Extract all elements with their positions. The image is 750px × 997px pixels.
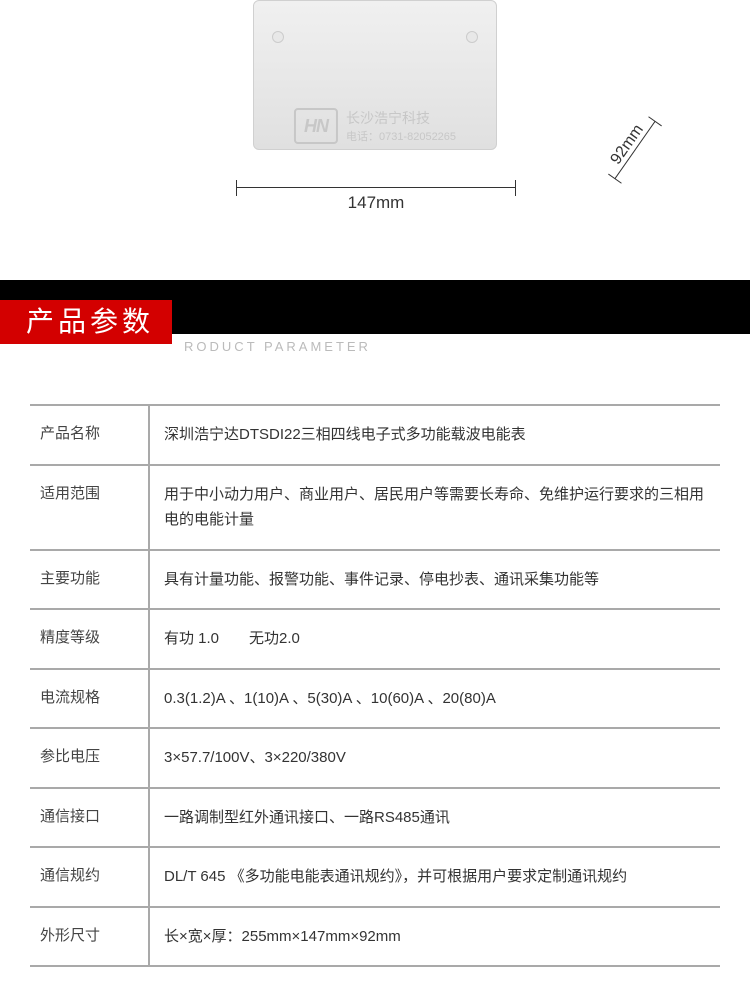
spec-label: 外形尺寸 <box>30 908 150 966</box>
spec-value: 用于中小动力用户、商业用户、居民用户等需要长寿命、免维护运行要求的三相用电的电能… <box>150 466 720 549</box>
table-row: 通信规约 DL/T 645 《多功能电能表通讯规约》，并可根据用户要求定制通讯规… <box>30 848 720 908</box>
product-dimension-panel: HN 长沙浩宁科技 电话：0731-82052265 147mm 92mm <box>0 0 750 250</box>
watermark: HN 长沙浩宁科技 电话：0731-82052265 <box>294 108 456 144</box>
spec-label: 主要功能 <box>30 551 150 609</box>
dimension-width-label: 147mm <box>236 193 516 213</box>
header-title-part1: 产品 <box>26 306 90 337</box>
spec-value: 具有计量功能、报警功能、事件记录、停电抄表、通讯采集功能等 <box>150 551 720 609</box>
header-title: 产品参数 <box>0 300 172 344</box>
dimension-depth: 92mm <box>590 105 680 200</box>
watermark-company: 长沙浩宁科技 <box>346 110 430 126</box>
spec-value: 有功 1.0 无功2.0 <box>150 610 720 668</box>
spec-table: 产品名称 深圳浩宁达DTSDI22三相四线电子式多功能载波电能表 适用范围 用于… <box>30 404 720 967</box>
table-row: 精度等级 有功 1.0 无功2.0 <box>30 610 720 670</box>
watermark-logo: HN <box>294 108 338 144</box>
spec-label: 电流规格 <box>30 670 150 728</box>
spec-value: DL/T 645 《多功能电能表通讯规约》，并可根据用户要求定制通讯规约 <box>150 848 720 906</box>
spec-value: 深圳浩宁达DTSDI22三相四线电子式多功能载波电能表 <box>150 406 720 464</box>
table-row: 主要功能 具有计量功能、报警功能、事件记录、停电抄表、通讯采集功能等 <box>30 551 720 611</box>
spec-value: 长×宽×厚：255mm×147mm×92mm <box>150 908 720 966</box>
table-row: 产品名称 深圳浩宁达DTSDI22三相四线电子式多功能载波电能表 <box>30 404 720 466</box>
header-title-part2: 参数 <box>90 306 154 337</box>
table-row: 电流规格 0.3(1.2)A 、1(10)A 、5(30)A 、10(60)A … <box>30 670 720 730</box>
spec-label: 通信接口 <box>30 789 150 847</box>
spec-label: 精度等级 <box>30 610 150 668</box>
spec-label: 产品名称 <box>30 406 150 464</box>
table-row: 参比电压 3×57.7/100V、3×220/380V <box>30 729 720 789</box>
table-row: 适用范围 用于中小动力用户、商业用户、居民用户等需要长寿命、免维护运行要求的三相… <box>30 466 720 551</box>
spec-label: 通信规约 <box>30 848 150 906</box>
header-subtitle: RODUCT PARAMETER <box>184 339 371 354</box>
table-row: 外形尺寸 长×宽×厚：255mm×147mm×92mm <box>30 908 720 968</box>
watermark-phone: 电话：0731-82052265 <box>346 128 456 144</box>
section-header: 产品参数 RODUCT PARAMETER <box>0 280 750 334</box>
spec-label: 参比电压 <box>30 729 150 787</box>
spec-value: 0.3(1.2)A 、1(10)A 、5(30)A 、10(60)A 、20(8… <box>150 670 720 728</box>
spec-value: 3×57.7/100V、3×220/380V <box>150 729 720 787</box>
dimension-width: 147mm <box>236 175 516 201</box>
table-row: 通信接口 一路调制型红外通讯接口、一路RS485通讯 <box>30 789 720 849</box>
spec-label: 适用范围 <box>30 466 150 549</box>
spec-value: 一路调制型红外通讯接口、一路RS485通讯 <box>150 789 720 847</box>
